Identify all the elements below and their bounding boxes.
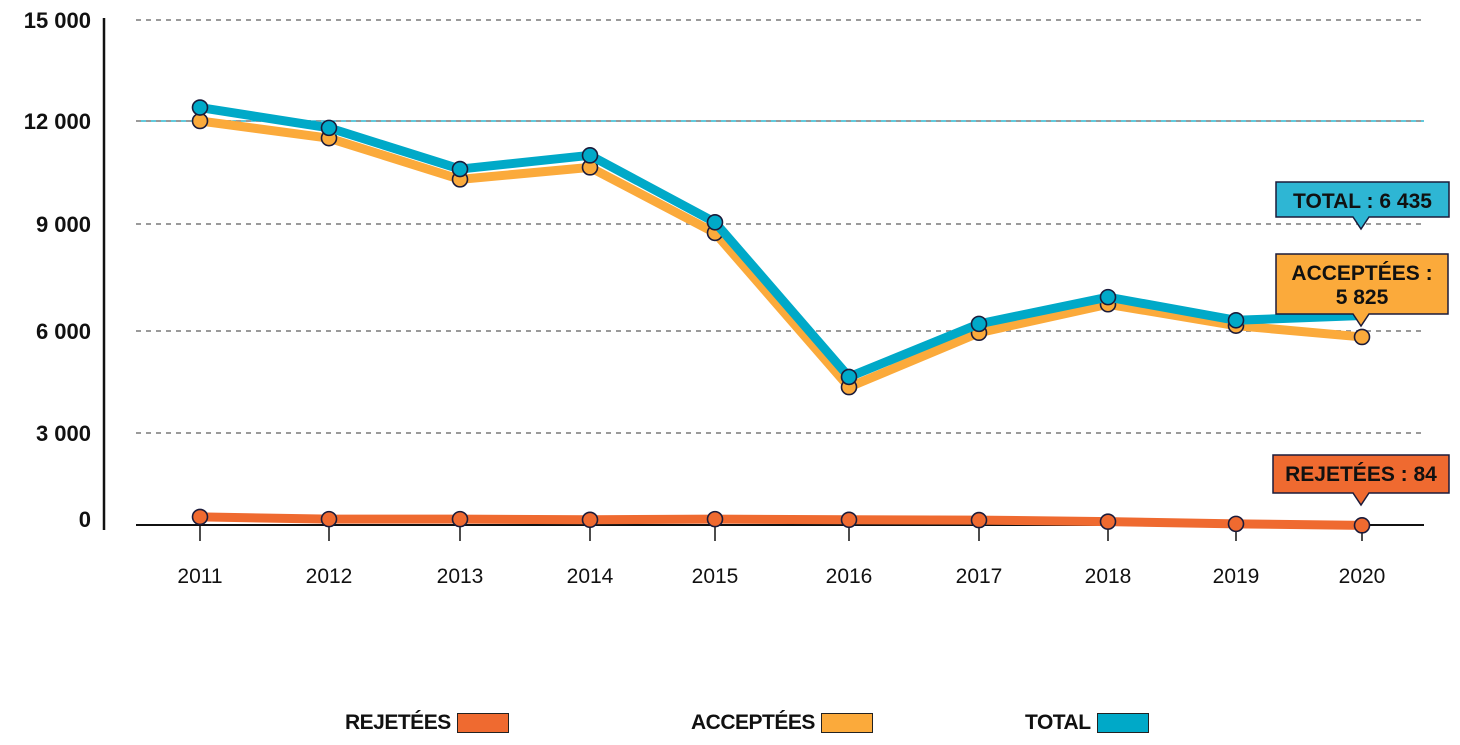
callout-EF6A30: REJETÉES : 84 (1272, 454, 1450, 507)
x-tick-label: 2017 (956, 565, 1003, 588)
data-point (451, 160, 469, 178)
data-point (706, 510, 724, 528)
data-point (451, 510, 469, 528)
x-tick-label: 2019 (1213, 565, 1260, 588)
callout-text: REJETÉES : 84 (1285, 463, 1437, 486)
callouts: TOTAL : 6 435 ACCEPTÉES :5 825 REJETÉES : … (1272, 181, 1450, 507)
legend-item-rejetees: REJETÉES (345, 708, 509, 738)
data-point (191, 99, 209, 116)
callout-text: 5 825 (1336, 286, 1389, 309)
series-lines (191, 99, 1371, 534)
callout-text: ACCEPTÉES : (1291, 262, 1432, 285)
callout-2EB6D4: TOTAL : 6 435 (1275, 181, 1450, 231)
data-point (970, 315, 988, 333)
x-tick-label: 2013 (437, 565, 484, 588)
callout-FBAA3B: ACCEPTÉES :5 825 (1275, 253, 1449, 328)
data-point (706, 213, 724, 231)
series-line-rejetées (199, 512, 1363, 530)
data-point (320, 119, 338, 137)
data-point (1353, 328, 1371, 346)
legend-item-total: TOTAL (1025, 708, 1149, 738)
data-point (320, 510, 338, 528)
y-tick-label: 12 000 (24, 109, 91, 134)
data-point (970, 511, 988, 529)
data-point (1227, 515, 1245, 533)
legend-swatch-acceptees (820, 713, 873, 733)
series-line-total (199, 103, 1363, 382)
x-axis: 2011 2012 2013 2014 2015 2016 2017 2018 2019 2020 (136, 524, 1424, 588)
series-line-acceptées (199, 116, 1363, 392)
callout-text: TOTAL : 6 435 (1293, 190, 1432, 213)
legend-label: REJETÉES (345, 711, 451, 734)
y-tick-label: 3 000 (36, 421, 91, 446)
legend-label: TOTAL (1025, 711, 1091, 734)
data-point (840, 511, 858, 529)
data-point (581, 511, 599, 529)
legend-item-acceptees: ACCEPTÉES (691, 708, 873, 738)
x-tick-label: 2016 (826, 565, 873, 588)
y-tick-label: 15 000 (24, 8, 91, 33)
data-point (581, 147, 599, 164)
legend-label: ACCEPTÉES (691, 711, 815, 734)
data-point (1099, 513, 1117, 530)
x-tick-label: 2012 (306, 565, 353, 588)
y-tick-label: 6 000 (36, 319, 91, 344)
x-tick-label: 2020 (1339, 565, 1386, 588)
x-tick-label: 2018 (1085, 565, 1132, 588)
data-point (1353, 517, 1371, 534)
data-point (191, 508, 209, 526)
y-tick-label: 9 000 (36, 212, 91, 237)
gridlines (136, 19, 1424, 434)
x-tick-label: 2011 (177, 565, 222, 588)
y-axis: 0 3 000 6 000 9 000 12 000 15 000 (24, 8, 106, 532)
legend-swatch-rejetees (456, 713, 509, 733)
legend-swatch-total (1096, 713, 1149, 733)
x-tick-label: 2015 (692, 565, 739, 588)
y-tick-label: 0 (79, 507, 91, 532)
data-point (840, 368, 858, 386)
data-point (1227, 311, 1245, 329)
data-point (1099, 288, 1117, 306)
x-tick-label: 2014 (567, 565, 614, 588)
